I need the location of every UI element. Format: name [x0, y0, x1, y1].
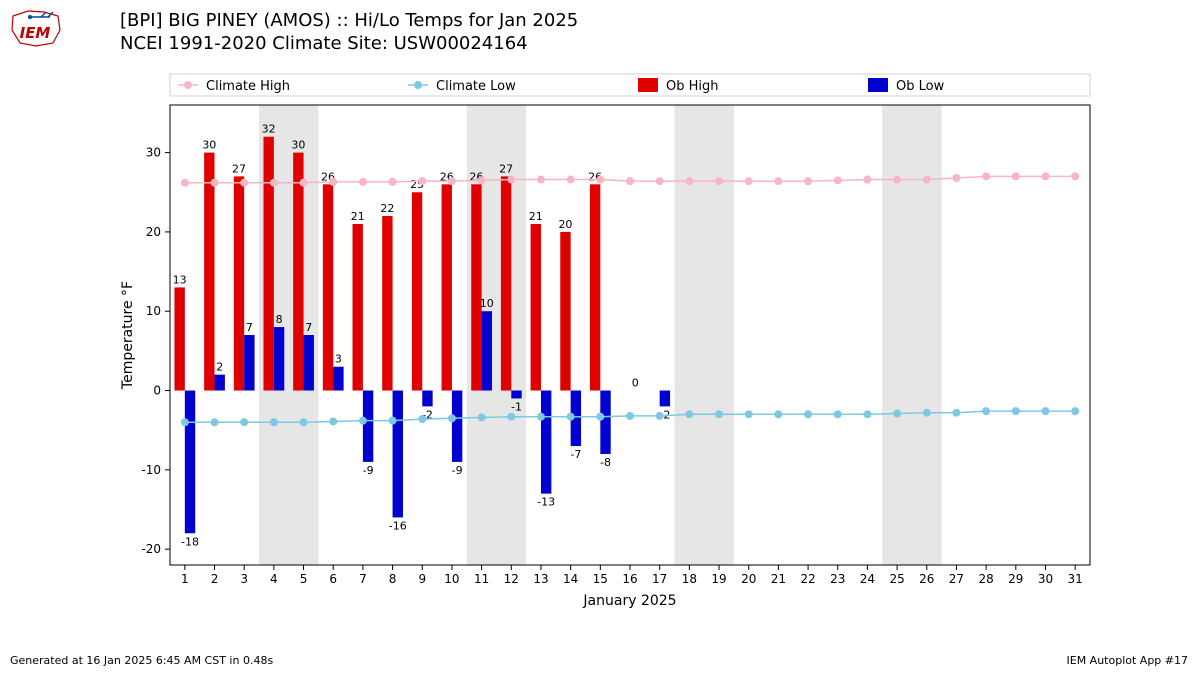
- svg-text:4: 4: [270, 572, 278, 586]
- svg-text:27: 27: [232, 162, 246, 175]
- svg-text:30: 30: [291, 139, 305, 152]
- svg-text:7: 7: [305, 321, 312, 334]
- svg-text:-18: -18: [181, 535, 199, 548]
- svg-text:2: 2: [216, 361, 223, 374]
- svg-text:21: 21: [351, 210, 365, 223]
- svg-text:10: 10: [480, 297, 494, 310]
- chart-title: [BPI] BIG PINEY (AMOS) :: Hi/Lo Temps fo…: [120, 10, 578, 55]
- svg-text:2: 2: [211, 572, 219, 586]
- svg-text:3: 3: [335, 353, 342, 366]
- svg-text:11: 11: [474, 572, 489, 586]
- svg-text:28: 28: [978, 572, 993, 586]
- svg-text:13: 13: [533, 572, 548, 586]
- svg-text:January 2025: January 2025: [582, 593, 676, 609]
- svg-text:5: 5: [300, 572, 308, 586]
- svg-text:19: 19: [711, 572, 726, 586]
- title-line-2: NCEI 1991-2020 Climate Site: USW00024164: [120, 33, 578, 56]
- svg-text:18: 18: [682, 572, 697, 586]
- svg-text:22: 22: [380, 202, 394, 215]
- svg-text:15: 15: [593, 572, 608, 586]
- footer-appname: IEM Autoplot App #17: [1067, 654, 1189, 667]
- svg-text:10: 10: [444, 572, 459, 586]
- svg-text:0: 0: [632, 377, 639, 390]
- svg-text:27: 27: [949, 572, 964, 586]
- title-line-1: [BPI] BIG PINEY (AMOS) :: Hi/Lo Temps fo…: [120, 10, 578, 33]
- iem-logo: IEM: [8, 8, 63, 48]
- footer-generated: Generated at 16 Jan 2025 6:45 AM CST in …: [10, 654, 273, 667]
- svg-text:-9: -9: [452, 464, 463, 477]
- svg-text:26: 26: [919, 572, 934, 586]
- svg-text:Ob Low: Ob Low: [896, 79, 945, 94]
- svg-text:12: 12: [504, 572, 519, 586]
- svg-text:16: 16: [622, 572, 637, 586]
- svg-text:20: 20: [558, 218, 572, 231]
- svg-text:17: 17: [652, 572, 667, 586]
- svg-text:30: 30: [202, 139, 216, 152]
- svg-text:3: 3: [240, 572, 248, 586]
- svg-text:7: 7: [246, 321, 253, 334]
- svg-text:IEM: IEM: [20, 24, 51, 42]
- svg-text:27: 27: [499, 162, 513, 175]
- svg-text:30: 30: [1038, 572, 1053, 586]
- svg-text:24: 24: [860, 572, 875, 586]
- svg-text:29: 29: [1008, 572, 1023, 586]
- svg-text:31: 31: [1068, 572, 1083, 586]
- svg-text:-20: -20: [141, 542, 161, 556]
- svg-text:-7: -7: [570, 448, 581, 461]
- svg-text:22: 22: [800, 572, 815, 586]
- svg-text:7: 7: [359, 572, 367, 586]
- svg-text:6: 6: [329, 572, 337, 586]
- svg-text:20: 20: [146, 225, 161, 239]
- svg-text:1: 1: [181, 572, 189, 586]
- svg-text:32: 32: [262, 123, 276, 136]
- svg-text:20: 20: [741, 572, 756, 586]
- svg-text:-13: -13: [537, 496, 555, 509]
- svg-text:Climate High: Climate High: [206, 79, 290, 94]
- svg-text:30: 30: [146, 146, 161, 160]
- svg-text:14: 14: [563, 572, 578, 586]
- svg-text:Ob High: Ob High: [666, 79, 719, 94]
- svg-text:Climate Low: Climate Low: [436, 79, 516, 94]
- svg-text:-1: -1: [511, 400, 522, 413]
- temperature-chart: -20-100102030123456789101112131415161718…: [120, 70, 1110, 630]
- svg-text:-8: -8: [600, 456, 611, 469]
- svg-text:23: 23: [830, 572, 845, 586]
- svg-text:0: 0: [153, 384, 161, 398]
- svg-text:8: 8: [276, 313, 283, 326]
- svg-text:Temperature °F: Temperature °F: [120, 281, 136, 390]
- svg-text:10: 10: [146, 304, 161, 318]
- svg-text:-16: -16: [389, 519, 407, 532]
- svg-text:25: 25: [889, 572, 904, 586]
- svg-text:21: 21: [771, 572, 786, 586]
- svg-text:13: 13: [173, 273, 187, 286]
- svg-text:21: 21: [529, 210, 543, 223]
- svg-text:9: 9: [418, 572, 426, 586]
- svg-text:8: 8: [389, 572, 397, 586]
- svg-text:-9: -9: [363, 464, 374, 477]
- svg-text:-10: -10: [141, 463, 161, 477]
